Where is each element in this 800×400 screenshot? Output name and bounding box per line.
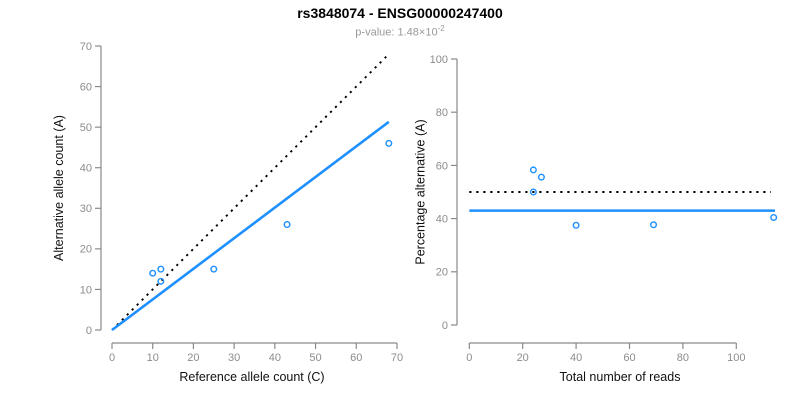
data-point <box>149 269 157 277</box>
data-point <box>157 277 165 285</box>
pvalue-text: p-value: 1.48×10 <box>355 26 438 39</box>
x-tick-label: 100 <box>727 352 745 364</box>
pvalue-subtitle: p-value: 1.48×10-2 <box>0 24 800 39</box>
data-point <box>770 214 778 222</box>
y-tick-label: 40 <box>80 163 92 175</box>
y-axis-title: Percentage alternative (A) <box>414 119 428 264</box>
x-tick-label: 40 <box>570 352 582 364</box>
x-tick-label: 60 <box>623 352 635 364</box>
y-tick-label: 0 <box>86 325 92 337</box>
figure-title: rs3848074 - ENSG00000247400 <box>297 5 503 21</box>
left-plot: 0 10 20 30 40 50 60 70 0 10 20 30 40 50 60 70 Reference … <box>52 41 403 384</box>
pvalue-exponent: -2 <box>437 24 445 33</box>
right-plot: 0 20 40 60 80 100 0 20 40 60 80 100 Total number of … <box>414 54 778 384</box>
data-point <box>572 221 580 229</box>
data-point <box>537 173 545 181</box>
y-tick-label: 60 <box>80 81 92 93</box>
data-point <box>529 166 537 174</box>
data-point <box>283 221 291 229</box>
x-tick-label: 40 <box>269 352 281 364</box>
y-tick-label: 50 <box>80 122 92 134</box>
x-tick-label: 50 <box>309 352 321 364</box>
x-tick-label: 10 <box>147 352 159 364</box>
data-point <box>385 139 393 147</box>
x-tick-label: 0 <box>466 352 472 364</box>
y-tick-label: 100 <box>430 54 448 66</box>
y-tick-label: 40 <box>436 213 448 225</box>
x-tick-label: 20 <box>187 352 199 364</box>
fitted-ratio-line <box>111 120 390 332</box>
y-tick-label: 30 <box>80 203 92 215</box>
x-tick-label: 20 <box>517 352 529 364</box>
data-point <box>529 188 537 196</box>
data-point <box>157 265 165 273</box>
y-tick-label: 20 <box>436 267 448 279</box>
x-tick-label: 80 <box>677 352 689 364</box>
x-axis-title: Total number of reads <box>560 370 681 384</box>
x-tick-label: 0 <box>109 352 115 364</box>
y-tick-label: 10 <box>80 284 92 296</box>
y-tick-label: 80 <box>436 107 448 119</box>
x-tick-label: 60 <box>350 352 362 364</box>
y-tick-label: 0 <box>442 320 448 332</box>
x-tick-label: 70 <box>391 352 403 364</box>
y-tick-label: 60 <box>436 160 448 172</box>
data-point <box>650 221 658 229</box>
identity-line <box>111 53 390 331</box>
data-point <box>210 265 218 273</box>
y-axis-title: Alternative allele count (A) <box>52 115 66 261</box>
y-tick-label: 20 <box>80 244 92 256</box>
x-axis-title: Reference allele count (C) <box>179 370 324 384</box>
y-tick-label: 70 <box>80 41 92 53</box>
x-tick-label: 30 <box>228 352 240 364</box>
